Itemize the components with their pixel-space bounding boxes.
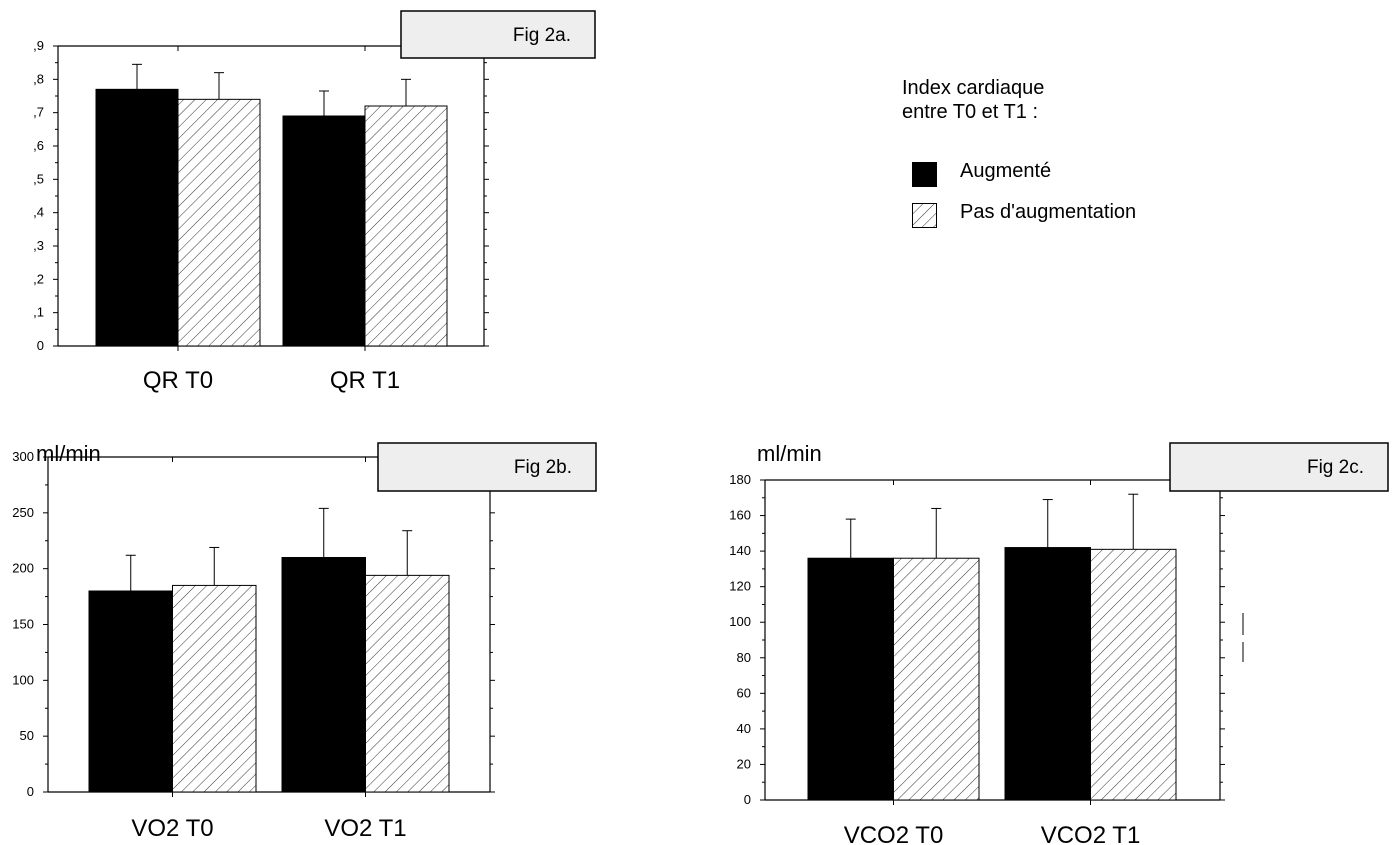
y-tick-label: ,3 — [33, 238, 44, 253]
y-tick-label: ,8 — [33, 71, 44, 86]
category-label: VCO2 T0 — [844, 822, 944, 845]
category-label: VO2 T1 — [324, 815, 406, 842]
y-tick-label: ,6 — [33, 138, 44, 153]
y-tick-label: 100 — [729, 614, 751, 629]
chart-2: 0 50 100 150 200 250 300 VO2 T0 VO2 T1 ml/min Fig … — [12, 441, 597, 842]
bar — [281, 557, 366, 793]
hatched-swatch-icon — [912, 203, 937, 228]
bar — [88, 590, 173, 793]
legend-label-augmente: Augmenté — [960, 160, 1052, 182]
y-tick-label: 100 — [12, 672, 34, 687]
unit-label: ml/min — [36, 441, 101, 466]
fig-label-box — [377, 442, 597, 492]
bar — [893, 557, 980, 801]
y-tick-label: 180 — [729, 472, 751, 487]
chart-3: 0 20 40 60 80 100 120 140 160 180 VCO2 T0 VCO2 T1 ml… — [729, 441, 1389, 845]
y-tick-label: 60 — [737, 685, 751, 700]
bar — [807, 557, 894, 801]
y-tick-label: 0 — [27, 784, 34, 799]
fig-label: Fig 2a. — [513, 25, 571, 46]
solid-swatch-icon — [912, 162, 937, 187]
category-label: VO2 T0 — [131, 815, 213, 842]
chart-1: 0 ,1 ,2 ,3 ,4 ,5 ,6 ,7 ,8 ,9 QR T0 QR T1 Fig 2a. — [33, 10, 596, 394]
y-tick-label: ,9 — [33, 38, 44, 53]
y-tick-label: 120 — [729, 579, 751, 594]
y-tick-label: 0 — [37, 338, 44, 353]
category-label: QR T1 — [330, 367, 400, 394]
bar — [172, 584, 257, 793]
category-label: QR T0 — [143, 367, 213, 394]
fig-label-box — [400, 10, 596, 59]
y-tick-label: ,4 — [33, 205, 44, 220]
category-label: VCO2 T1 — [1041, 822, 1141, 845]
y-tick-label: 40 — [737, 721, 751, 736]
bar — [177, 98, 261, 347]
y-tick-label: 250 — [12, 505, 34, 520]
y-tick-label: 160 — [729, 508, 751, 523]
bar — [365, 574, 450, 793]
fig-label-box — [1169, 442, 1389, 492]
y-tick-label: ,1 — [33, 305, 44, 320]
legend-title: Index cardiaque entre T0 et T1 : — [902, 76, 1044, 124]
y-tick-label: 50 — [20, 728, 34, 743]
y-tick-label: 20 — [737, 756, 751, 771]
y-tick-label: 140 — [729, 543, 751, 558]
y-tick-label: ,5 — [33, 171, 44, 186]
bar — [1004, 547, 1091, 801]
bar — [364, 105, 448, 347]
legend-title-line-2: entre T0 et T1 : — [902, 101, 1039, 123]
y-tick-label: 200 — [12, 561, 34, 576]
y-tick-label: 150 — [12, 617, 34, 632]
y-tick-label: ,7 — [33, 105, 44, 120]
fig-label: Fig 2c. — [1307, 457, 1364, 478]
y-tick-label: 300 — [12, 449, 34, 464]
bar — [1090, 548, 1177, 801]
y-tick-label: 0 — [744, 792, 751, 807]
y-tick-label: ,2 — [33, 271, 44, 286]
legend-title-line-1: Index cardiaque — [902, 77, 1045, 99]
legend-label-pas-augmentation: Pas d'augmentation — [960, 201, 1137, 223]
bar — [95, 88, 179, 347]
bar — [282, 115, 366, 347]
unit-label: ml/min — [757, 441, 822, 466]
fig-label: Fig 2b. — [514, 457, 572, 478]
y-tick-label: 80 — [737, 650, 751, 665]
